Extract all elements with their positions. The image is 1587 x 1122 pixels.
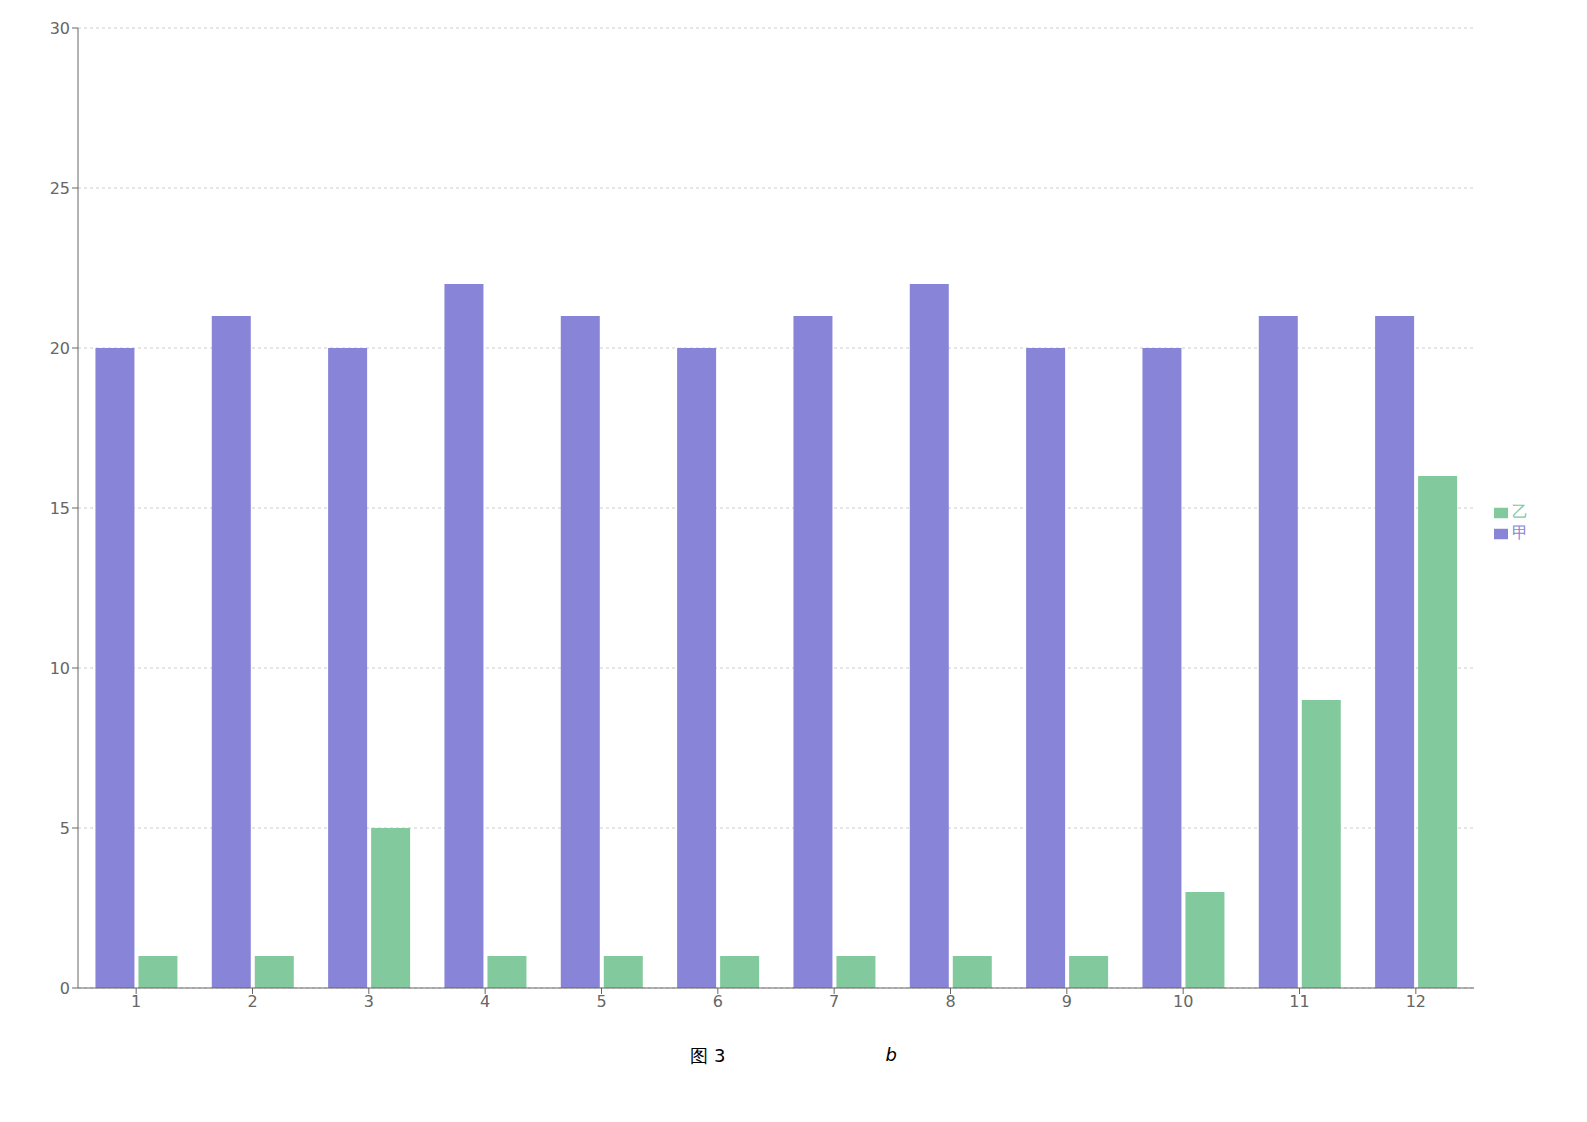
svg-text:3: 3 — [364, 992, 374, 1011]
svg-text:4: 4 — [480, 992, 490, 1011]
svg-text:30: 30 — [50, 19, 70, 38]
svg-text:2: 2 — [247, 992, 257, 1011]
svg-text:11: 11 — [1289, 992, 1309, 1011]
html-text:图 3: 图 3 — [690, 1045, 726, 1066]
svg-text:10: 10 — [50, 659, 70, 678]
svg-text:6: 6 — [713, 992, 723, 1011]
svg-text:8: 8 — [945, 992, 955, 1011]
svg-text:5: 5 — [596, 992, 606, 1011]
svg-text:20: 20 — [50, 339, 70, 358]
svg-text:5: 5 — [60, 819, 70, 838]
svg-text:0: 0 — [60, 979, 70, 998]
svg-text:7: 7 — [829, 992, 839, 1011]
html-text:乙: 乙 — [1512, 502, 1528, 521]
svg-text:9: 9 — [1062, 992, 1072, 1011]
svg-text:10: 10 — [1173, 992, 1193, 1011]
html-text:甲: 甲 — [1512, 523, 1528, 542]
html-text:b: b — [885, 1044, 897, 1065]
svg-text:1: 1 — [131, 992, 141, 1011]
svg-text:15: 15 — [50, 499, 70, 518]
svg-text:12: 12 — [1406, 992, 1426, 1011]
svg-text:25: 25 — [50, 179, 70, 198]
